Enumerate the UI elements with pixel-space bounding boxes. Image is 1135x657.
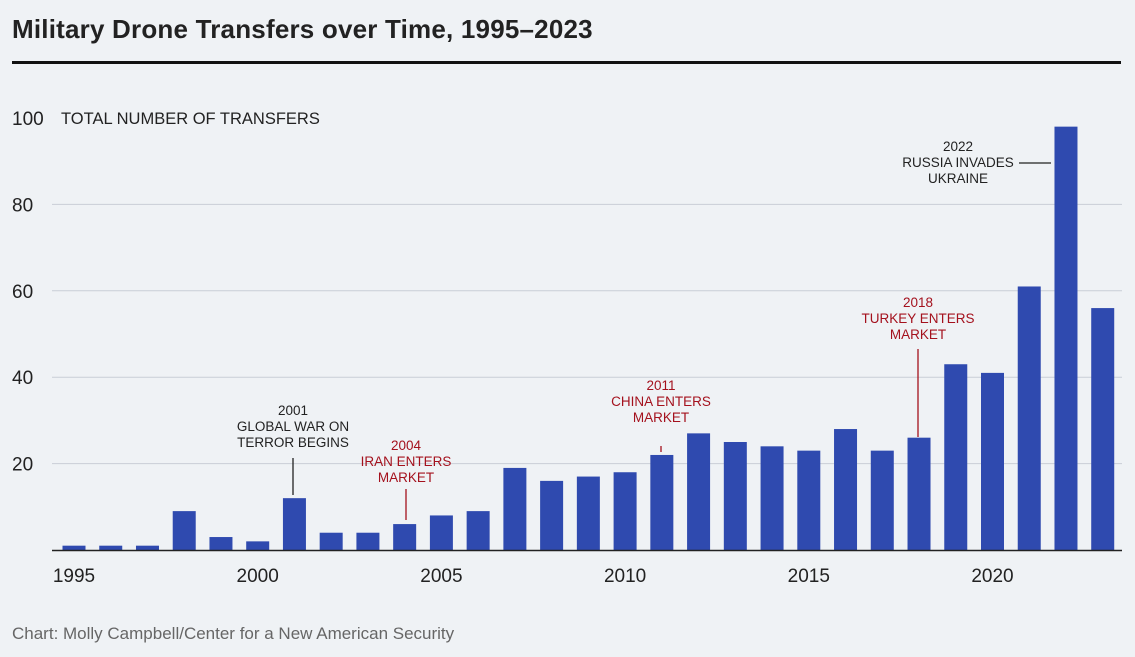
bar-2023 xyxy=(1091,308,1115,550)
bar-2017 xyxy=(870,450,894,550)
y-tick-label-20: 20 xyxy=(12,455,33,476)
bar-2009 xyxy=(576,476,600,550)
bar-chart: 20 40 60 80 100 TOTAL NUMBER OF TRANSFERS 1995… xyxy=(12,109,1122,587)
bar-2004 xyxy=(393,524,417,550)
annotation-2004-line-2: IRAN ENTERS xyxy=(361,454,452,469)
annotation-2022-line-3: UKRAINE xyxy=(928,171,988,186)
annotation-2018-line-1: 2018 xyxy=(903,295,933,310)
annotation-2022-line-2: RUSSIA INVADES xyxy=(902,155,1014,170)
annotation-2011-line-2: CHINA ENTERS xyxy=(611,394,711,409)
bar-2003 xyxy=(356,532,380,550)
y-tick-label-40: 40 xyxy=(12,368,33,389)
bar-2016 xyxy=(834,429,858,550)
bar-2008 xyxy=(540,480,564,550)
x-tick-label-2000: 2000 xyxy=(237,566,279,587)
bar-2020 xyxy=(981,372,1004,550)
annotation-2004-line-3: MARKET xyxy=(378,470,434,485)
title-divider xyxy=(12,61,1121,64)
bar-2000 xyxy=(246,541,270,550)
chart-source: Chart: Molly Campbell/Center for a New A… xyxy=(12,624,455,643)
x-tick-label-2010: 2010 xyxy=(604,566,646,587)
bar-2022 xyxy=(1054,126,1078,550)
x-tick-label-2005: 2005 xyxy=(420,566,462,587)
bar-2021 xyxy=(1017,286,1041,550)
bar-1999 xyxy=(209,537,233,550)
annotation-2001-line-2: GLOBAL WAR ON xyxy=(237,419,349,434)
annotation-2022-line-1: 2022 xyxy=(943,139,973,154)
x-tick-label-1995: 1995 xyxy=(53,566,95,587)
y-axis-title: TOTAL NUMBER OF TRANSFERS xyxy=(61,110,320,128)
x-tick-label-2015: 2015 xyxy=(788,566,830,587)
bar-1996 xyxy=(99,545,123,550)
bar-2001 xyxy=(282,498,306,550)
bar-2018 xyxy=(907,437,931,550)
bar-2012 xyxy=(687,433,711,550)
annotation-2001-line-3: TERROR BEGINS xyxy=(237,435,349,450)
bar-2011 xyxy=(650,454,674,550)
x-tick-label-2020: 2020 xyxy=(971,566,1013,587)
bar-2007 xyxy=(503,467,527,550)
bar-1995 xyxy=(62,545,86,550)
bar-2015 xyxy=(797,450,821,550)
annotation-2011-line-1: 2011 xyxy=(646,378,675,393)
bar-2019 xyxy=(944,364,968,550)
annotation-2004-line-1: 2004 xyxy=(391,438,422,453)
bar-2013 xyxy=(723,442,747,550)
bar-2010 xyxy=(613,472,637,550)
bar-2002 xyxy=(319,532,343,550)
annotation-2018-line-2: TURKEY ENTERS xyxy=(861,311,974,326)
annotation-2011-line-3: MARKET xyxy=(633,410,689,425)
annotation-2001-line-1: 2001 xyxy=(278,403,308,418)
bar-2014 xyxy=(760,446,784,550)
bar-1997 xyxy=(135,545,159,550)
y-tick-label-100: 100 xyxy=(12,109,44,130)
y-tick-label-60: 60 xyxy=(12,282,33,303)
chart-title: Military Drone Transfers over Time, 1995… xyxy=(12,14,593,44)
y-tick-label-80: 80 xyxy=(12,195,33,216)
bar-2005 xyxy=(429,515,453,550)
bar-2006 xyxy=(466,511,490,550)
bar-1998 xyxy=(172,511,196,550)
annotation-2018-line-3: MARKET xyxy=(890,327,946,342)
